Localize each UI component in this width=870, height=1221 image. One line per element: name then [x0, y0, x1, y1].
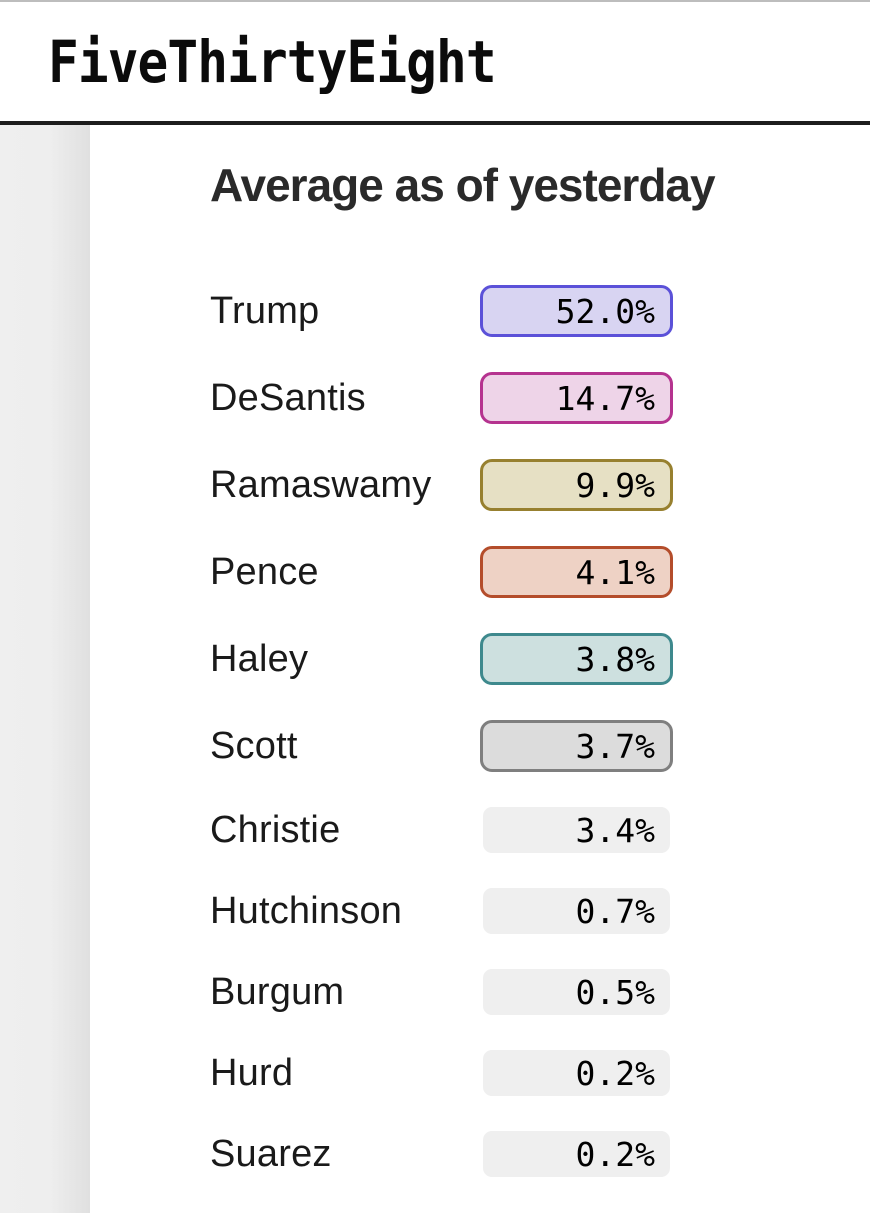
candidate-average-pill: 0.5% — [483, 969, 670, 1016]
candidate-average-value: 9.9% — [575, 465, 655, 505]
header-rule — [0, 121, 870, 125]
candidate-average-pill: 0.2% — [483, 1050, 670, 1097]
candidate-row: Scott 3.7% — [210, 720, 870, 773]
candidate-name: Hutchinson — [210, 889, 403, 932]
candidate-pill-column: 14.7% — [480, 372, 673, 425]
candidate-name: Suarez — [210, 1132, 332, 1175]
candidate-average-value: 0.7% — [575, 891, 655, 931]
candidate-average-pill: 0.7% — [483, 888, 670, 935]
candidate-average-value: 3.4% — [575, 810, 655, 850]
candidate-average-pill: 3.7% — [480, 720, 673, 773]
background-page-rail — [0, 125, 90, 1213]
candidate-average-pill: 14.7% — [480, 372, 673, 425]
page-body: Average as of yesterday Trump 52.0% DeSa… — [0, 125, 870, 1221]
fivethirtyeight-logo[interactable]: FiveThirtyEight — [48, 27, 497, 96]
candidate-pill-column: 0.2% — [480, 1050, 673, 1097]
site-header: FiveThirtyEight — [0, 2, 870, 121]
candidate-name: Scott — [210, 724, 298, 767]
candidate-average-value: 0.5% — [575, 972, 655, 1012]
candidate-name: Pence — [210, 550, 319, 593]
candidate-average-pill: 3.8% — [480, 633, 673, 686]
candidate-pill-column: 3.4% — [480, 807, 673, 854]
candidate-row: Hutchinson 0.7% — [210, 888, 870, 935]
candidate-average-value: 52.0% — [555, 291, 655, 331]
candidate-row: Haley 3.8% — [210, 633, 870, 686]
candidate-average-value: 0.2% — [575, 1134, 655, 1174]
candidate-row: Trump 52.0% — [210, 285, 870, 338]
candidate-pill-column: 0.7% — [480, 888, 673, 935]
candidate-average-value: 3.8% — [575, 639, 655, 679]
candidate-pill-column: 3.7% — [480, 720, 673, 773]
candidate-name: Burgum — [210, 970, 345, 1013]
candidate-average-pill: 3.4% — [483, 807, 670, 854]
candidate-row: Ramaswamy 9.9% — [210, 459, 870, 512]
candidate-pill-column: 0.2% — [480, 1131, 673, 1178]
candidate-name: Haley — [210, 637, 309, 680]
candidate-row: Hurd 0.2% — [210, 1050, 870, 1097]
candidate-pill-column: 52.0% — [480, 285, 673, 338]
candidate-list: Trump 52.0% DeSantis 14.7% Ramaswamy 9.9… — [210, 285, 870, 1178]
candidate-pill-column: 3.8% — [480, 633, 673, 686]
candidate-row: Pence 4.1% — [210, 546, 870, 599]
candidate-name: DeSantis — [210, 376, 366, 419]
candidate-name: Hurd — [210, 1051, 294, 1094]
content-panel: Average as of yesterday Trump 52.0% DeSa… — [90, 125, 870, 1221]
candidate-row: Burgum 0.5% — [210, 969, 870, 1016]
candidate-name: Ramaswamy — [210, 463, 432, 506]
candidate-average-pill: 9.9% — [480, 459, 673, 512]
candidate-average-value: 3.7% — [575, 726, 655, 766]
candidate-average-value: 14.7% — [555, 378, 655, 418]
candidate-average-pill: 0.2% — [483, 1131, 670, 1178]
candidate-pill-column: 4.1% — [480, 546, 673, 599]
candidate-average-pill: 4.1% — [480, 546, 673, 599]
candidate-average-pill: 52.0% — [480, 285, 673, 338]
candidate-row: Suarez 0.2% — [210, 1131, 870, 1178]
candidate-row: Christie 3.4% — [210, 807, 870, 854]
candidate-average-value: 4.1% — [575, 552, 655, 592]
candidate-pill-column: 0.5% — [480, 969, 673, 1016]
candidate-row: DeSantis 14.7% — [210, 372, 870, 425]
top-hairline — [0, 0, 870, 2]
candidate-name: Trump — [210, 289, 320, 332]
candidate-name: Christie — [210, 808, 341, 851]
candidate-average-value: 0.2% — [575, 1053, 655, 1093]
widget-title: Average as of yesterday — [210, 159, 716, 211]
candidate-pill-column: 9.9% — [480, 459, 673, 512]
